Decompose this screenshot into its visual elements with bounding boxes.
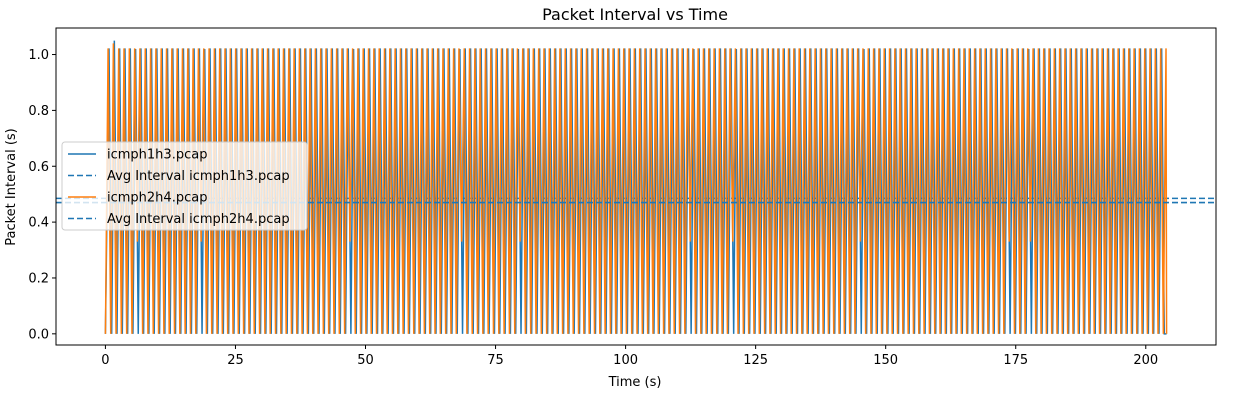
x-axis: 0 25 50 75 100 125 150 175 200 — [101, 345, 1158, 368]
x-tick-label: 100 — [613, 353, 638, 368]
chart-title: Packet Interval vs Time — [542, 5, 728, 24]
y-tick-label: 0.4 — [28, 216, 49, 231]
x-tick-label: 125 — [743, 353, 768, 368]
plot-frame — [55, 27, 1217, 346]
y-tick-label: 0.0 — [28, 327, 49, 342]
y-axis-label: Packet Interval (s) — [4, 128, 19, 246]
x-tick-label: 175 — [1003, 353, 1028, 368]
y-axis: 0.0 0.2 0.4 0.6 0.8 1.0 — [28, 48, 56, 342]
x-tick-label: 150 — [873, 353, 898, 368]
x-tick-label: 25 — [227, 353, 244, 368]
x-tick-label: 0 — [101, 353, 109, 368]
x-tick-label: 75 — [487, 353, 504, 368]
x-tick-label: 50 — [357, 353, 374, 368]
legend-label: icmph2h4.pcap — [107, 191, 207, 206]
legend-box — [61, 141, 308, 231]
x-axis-label: Time (s) — [608, 375, 662, 390]
x-tick-label: 200 — [1133, 353, 1158, 368]
y-tick-label: 1.0 — [28, 48, 49, 63]
y-tick-label: 0.6 — [28, 160, 49, 175]
y-tick-label: 0.8 — [28, 104, 49, 119]
legend: icmph1h3.pcap Avg Interval icmph1h3.pcap i… — [61, 141, 308, 231]
legend-label: Avg Interval icmph1h3.pcap — [107, 169, 290, 184]
legend-label: icmph1h3.pcap — [107, 148, 207, 163]
y-tick-label: 0.2 — [28, 271, 49, 286]
legend-label: Avg Interval icmph2h4.pcap — [107, 212, 290, 227]
